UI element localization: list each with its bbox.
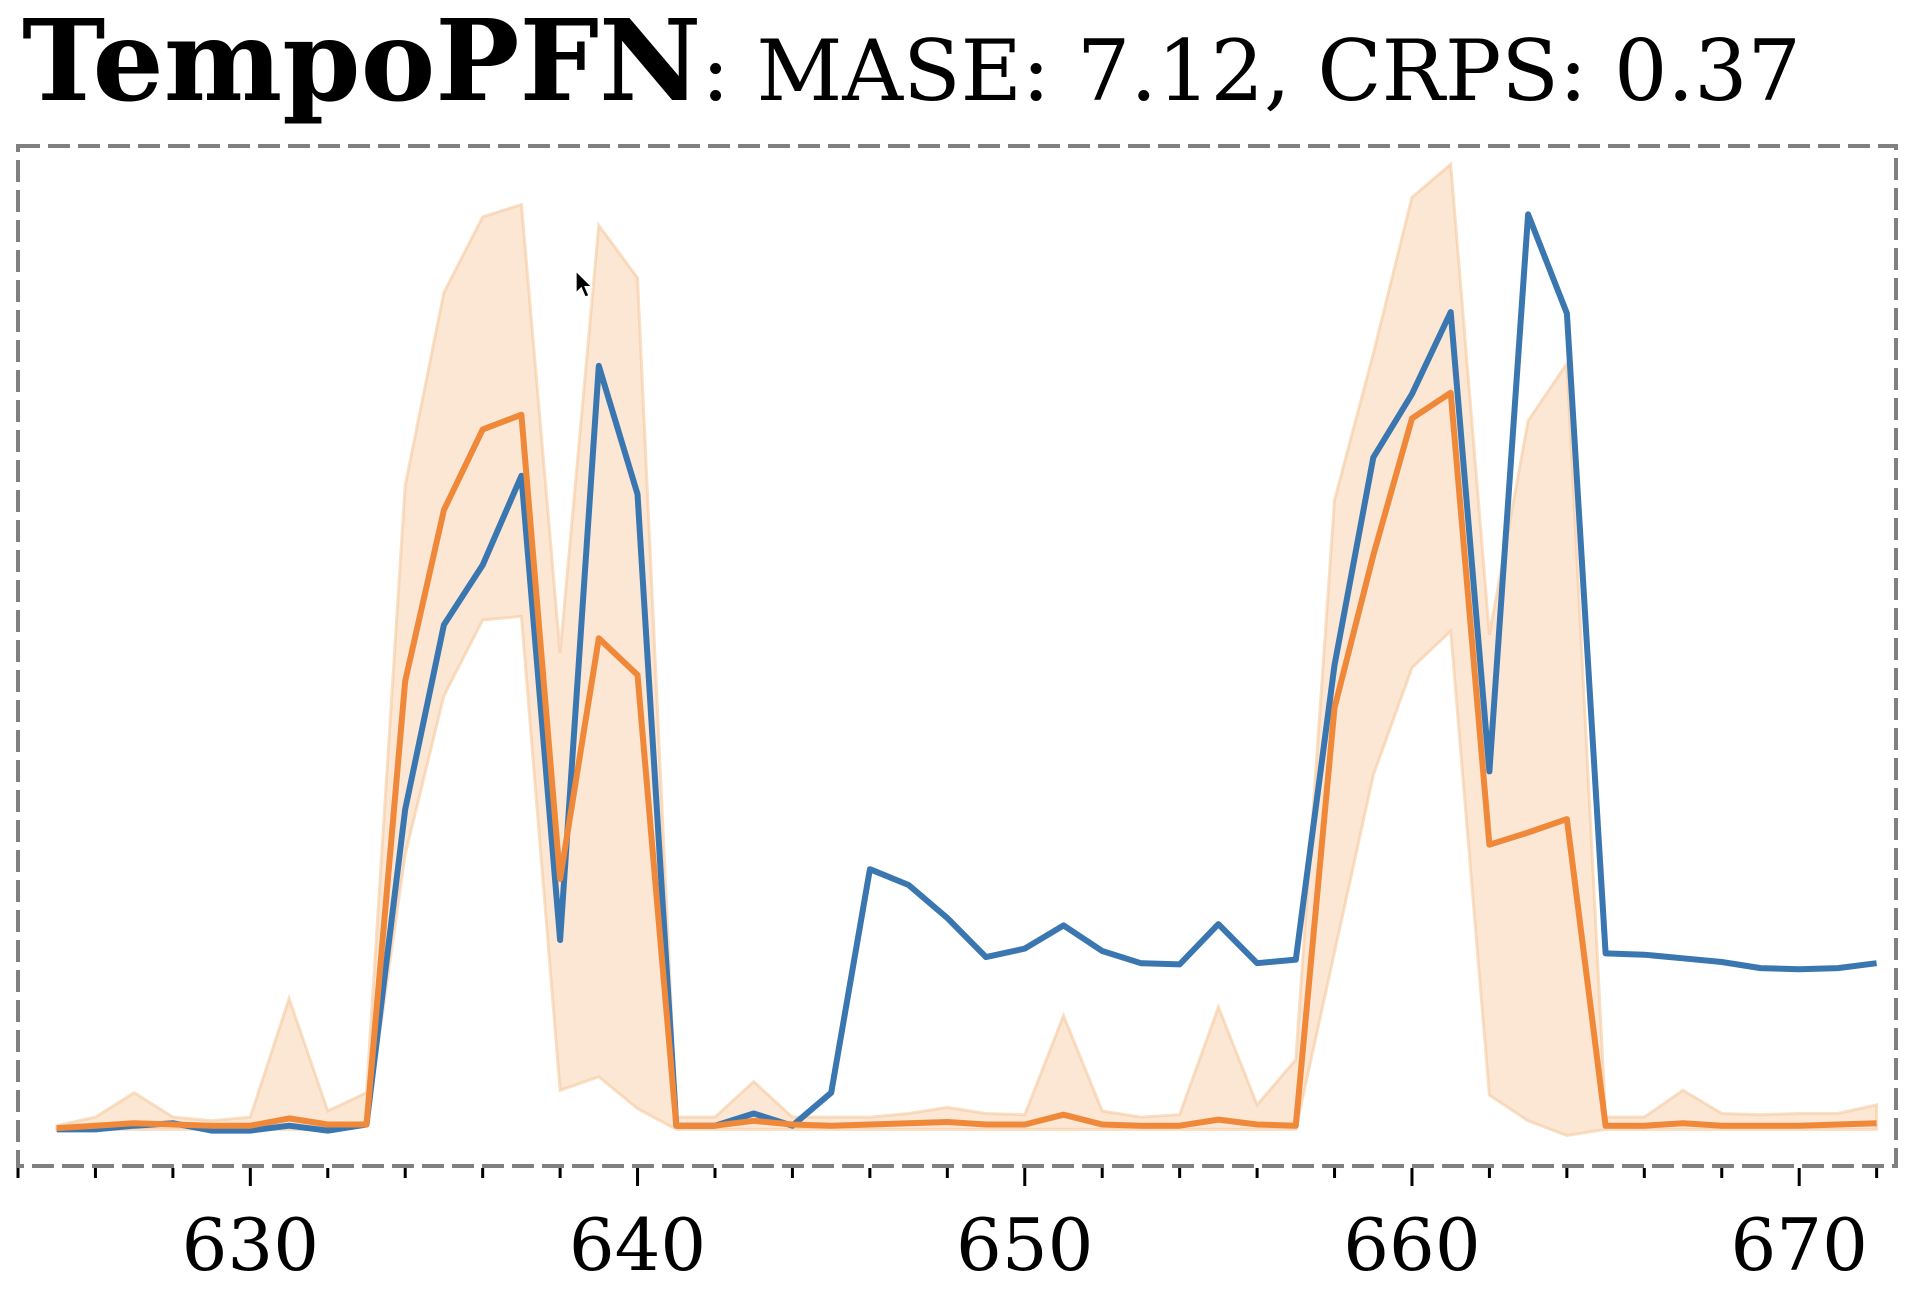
plot-frame xyxy=(16,144,1898,1168)
chart-title-model: TempoPFN xyxy=(22,0,701,127)
x-tick-label: 640 xyxy=(569,1203,706,1287)
chart-title-metrics: : MASE: 7.12, CRPS: 0.37 xyxy=(701,22,1801,120)
x-tick-label: 670 xyxy=(1730,1203,1867,1287)
x-axis-ticks xyxy=(16,1168,1879,1186)
x-axis-tick-labels: 630 640 650 660 670 xyxy=(182,1203,1868,1287)
series-line-forecast-median xyxy=(56,389,1877,1132)
x-tick-label: 660 xyxy=(1343,1203,1480,1287)
series-lines-layer xyxy=(56,211,1877,1134)
mouse-cursor-icon xyxy=(575,269,594,298)
series-line-actual xyxy=(56,211,1877,1134)
x-tick-label: 630 xyxy=(182,1203,319,1287)
forecast-interval-band-layer xyxy=(55,161,1879,1138)
chart-title: TempoPFN: MASE: 7.12, CRPS: 0.37 xyxy=(22,0,1801,127)
forecast-interval-band xyxy=(55,161,1879,1138)
x-tick-label: 650 xyxy=(956,1203,1093,1287)
